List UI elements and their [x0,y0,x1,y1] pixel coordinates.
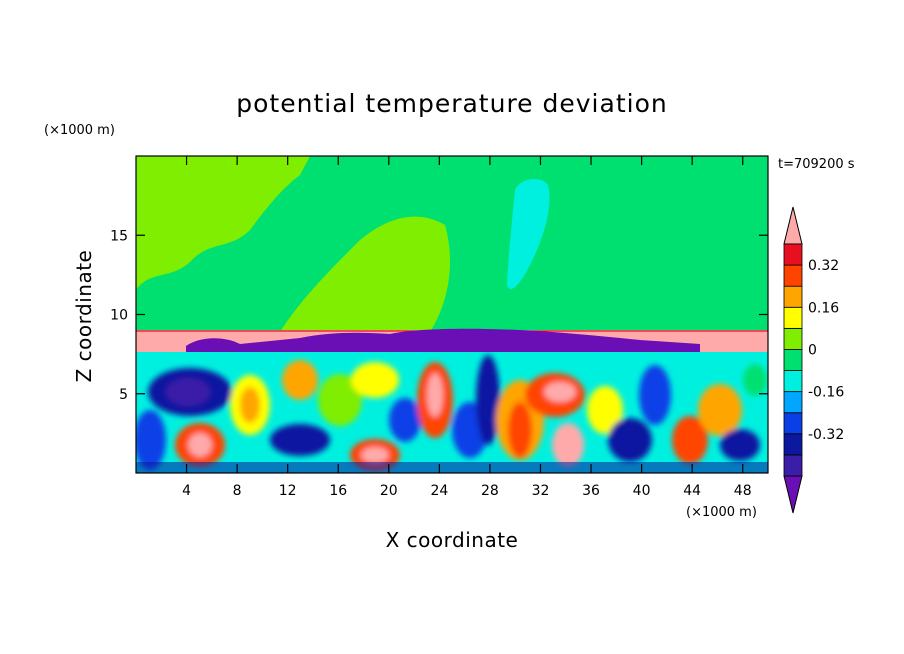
eddy [282,360,318,400]
x-tick-label: 48 [734,483,752,499]
upper-layer-strip-edge [752,160,768,250]
upper-layer-strip-right [720,210,760,295]
x-tick-label: 20 [380,483,398,499]
upper-layer-cyan-core [507,178,550,289]
mixed-layer-eddies [136,355,767,471]
x-tick-label: 32 [532,483,550,499]
eddy [270,424,330,456]
upper-layer [136,156,768,332]
x-tick-label: 28 [481,483,499,499]
eddy [318,374,362,426]
colorbar-segment [783,264,803,287]
eddy [166,378,210,406]
colorbar-segment [783,243,803,266]
heatmap-field [136,156,768,473]
colorbar-upper-extension [783,206,803,245]
stable-layer-cap [186,328,700,356]
mixed-layer [136,352,768,473]
eddy [240,387,260,423]
y-unit-label: (×1000 m) [44,123,115,138]
eddy [136,410,166,470]
eddy [587,386,623,434]
eddy [639,365,671,425]
x-unit-label: (×1000 m) [686,505,757,520]
eddy [720,429,760,461]
upper-layer-wedge [280,216,450,332]
eddy [552,423,584,467]
eddy [508,402,532,458]
x-tick-label: 4 [182,483,191,499]
y-axis-label: Z coordinate [72,250,96,383]
x-tick-label: 44 [683,483,701,499]
x-tick-label: 40 [633,483,651,499]
time-label: t=709200 s [778,157,855,172]
y-tick-label: 5 [119,387,128,403]
x-tick-label: 36 [582,483,600,499]
x-tick-label: 24 [430,483,448,499]
colorbar-segment [783,454,803,477]
upper-layer-patch [136,156,768,332]
eddy [608,418,652,462]
eddy [361,447,389,463]
colorbar-label: 0.32 [808,258,839,274]
eddy [476,355,500,445]
colorbar-label: 0 [808,342,817,358]
colorbar-lower-extension [783,475,803,514]
x-tick-label: 12 [279,483,297,499]
eddy [544,382,576,402]
colorbar-segment [783,433,803,456]
chart-title: potential temperature deviation [236,89,667,118]
mixed-layer-bottom-row [136,462,768,473]
colorbar-segment [783,306,803,329]
eddy [427,373,443,417]
colorbar-segment [783,349,803,371]
y-axis-ticks: 5 10 15 [110,228,768,403]
colorbar: -0.32 -0.16 0 0.16 0.32 [783,206,844,514]
eddy [188,433,212,457]
x-tick-label: 8 [233,483,242,499]
colorbar-segment [783,370,803,393]
colorbar-label: 0.16 [808,300,839,316]
colorbar-label: -0.16 [808,385,844,401]
colorbar-segment [783,285,803,308]
colorbar-segment [783,391,803,414]
y-tick-label: 15 [110,228,128,244]
colorbar-segment [783,412,803,435]
colorbar-segment [783,327,803,350]
eddy [672,416,708,464]
y-tick-label: 10 [110,308,128,324]
eddy [389,398,421,442]
x-axis-label: X coordinate [386,528,519,552]
eddy [743,364,767,396]
eddy [698,384,742,436]
colorbar-label: -0.32 [808,427,844,443]
x-axis-ticks: 4 8 12 16 20 24 28 32 36 40 44 48 [182,156,752,499]
eddy [351,362,399,398]
x-tick-label: 16 [329,483,347,499]
